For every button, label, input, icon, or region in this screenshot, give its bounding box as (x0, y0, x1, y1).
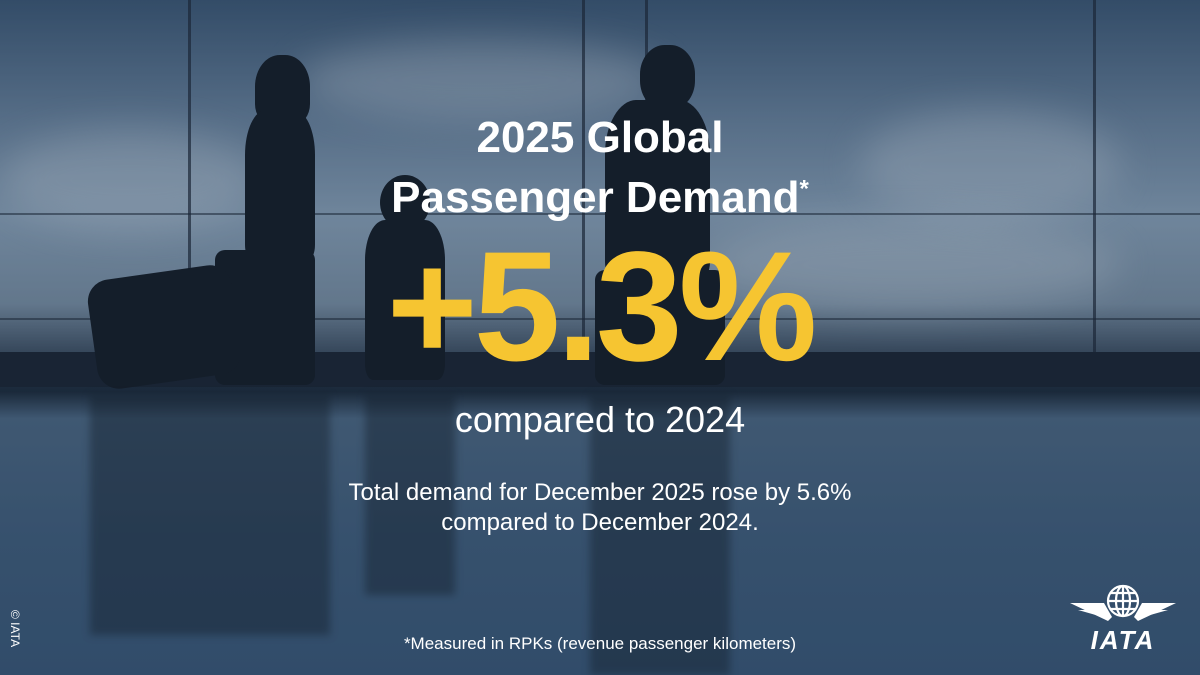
footnote: *Measured in RPKs (revenue passenger kil… (403, 634, 797, 653)
footnote-marker: * (799, 175, 809, 203)
stat-value: +5.3% (386, 220, 818, 394)
iata-logo: IATA (1068, 583, 1178, 655)
detail-text: Total demand for December 2025 rose by 5… (0, 478, 1200, 538)
iata-globe-wings-icon (1070, 584, 1176, 621)
headline-line-1: 2025 Global (476, 113, 724, 162)
copyright: © IATA (8, 610, 22, 648)
headline-text: Passenger Demand (391, 173, 800, 222)
logo-text: IATA (1090, 625, 1156, 655)
detail-line-2: compared to December 2024. (441, 509, 759, 536)
stat-comparison: compared to 2024 (454, 399, 746, 440)
headline-line-2: Passenger Demand* (0, 168, 1200, 228)
detail-line-1: Total demand for December 2025 rose by 5… (348, 479, 852, 506)
